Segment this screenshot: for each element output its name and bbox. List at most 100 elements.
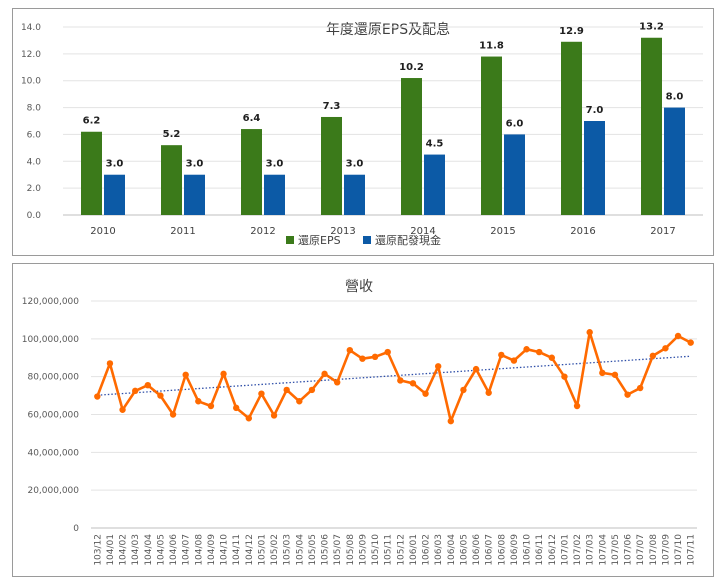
revenue-series-line xyxy=(96,330,692,423)
bar-cash-dividend xyxy=(184,174,205,215)
x-tick-label: 106/04 xyxy=(447,534,457,566)
bar-eps xyxy=(81,131,102,215)
legend-label-cash-dividend: 還原配發現金 xyxy=(375,233,441,247)
revenue-data-point xyxy=(371,353,379,361)
eps-dividend-chart-panel: 年度還原EPS及配息 0.0 2.0 4.0 6.0 8.0 10.0 12.0 14.0 6… xyxy=(12,8,714,256)
y-tick-label: 14.0 xyxy=(21,23,41,33)
revenue-data-point xyxy=(687,339,694,346)
x-tick-label: 106/09 xyxy=(510,534,520,566)
bar-eps xyxy=(321,116,342,215)
bar-eps xyxy=(561,41,582,216)
revenue-data-point xyxy=(649,352,657,360)
x-tick-label: 107/11 xyxy=(687,534,697,566)
revenue-data-point xyxy=(321,370,328,378)
x-tick-label: 106/10 xyxy=(523,534,533,566)
x-tick-label: 103/12 xyxy=(93,534,103,566)
y-tick-label: 120,000,000 xyxy=(22,297,80,307)
x-category-label: 2013 xyxy=(330,226,355,237)
x-tick-label: 105/12 xyxy=(396,534,406,566)
revenue-data-point xyxy=(409,380,417,387)
bar-value-label: 12.9 xyxy=(559,26,584,37)
x-tick-label: 106/11 xyxy=(535,534,545,566)
x-tick-label: 104/07 xyxy=(182,534,192,566)
bar-cash-dividend xyxy=(344,174,365,215)
revenue-data-point xyxy=(182,371,189,378)
x-tick-label: 105/02 xyxy=(270,534,280,566)
x-category-label: 2015 xyxy=(490,226,515,237)
revenue-data-point xyxy=(258,390,265,397)
bar-eps xyxy=(641,37,662,215)
y-tick-label: 40,000,000 xyxy=(27,448,79,458)
revenue-data-point xyxy=(674,332,682,340)
eps-chart-legend: 還原EPS 還原配發現金 xyxy=(286,233,441,247)
bar-value-label: 4.5 xyxy=(426,139,444,150)
x-tick-label: 104/01 xyxy=(106,534,116,566)
x-tick-label: 106/05 xyxy=(459,534,469,566)
y-tick-label: 12.0 xyxy=(21,50,41,60)
revenue-data-point xyxy=(157,392,164,399)
x-tick-label: 107/05 xyxy=(611,534,621,566)
revenue-data-point xyxy=(510,357,518,364)
bar-value-label: 5.2 xyxy=(163,129,181,140)
x-tick-label: 106/03 xyxy=(434,534,444,566)
revenue-data-point xyxy=(283,386,290,394)
eps-dividend-chart: 年度還原EPS及配息 0.0 2.0 4.0 6.0 8.0 10.0 12.0 14.0 6… xyxy=(21,21,703,247)
bar-value-label: 3.0 xyxy=(266,159,284,170)
x-tick-label: 107/07 xyxy=(636,534,646,566)
x-tick-label: 106/07 xyxy=(485,534,495,566)
revenue-data-point xyxy=(94,393,101,400)
x-tick-label: 106/02 xyxy=(422,534,432,566)
revenue-data-point xyxy=(346,346,354,354)
revenue-data-point xyxy=(535,348,543,356)
x-tick-label: 104/05 xyxy=(156,534,166,566)
bar-value-label: 6.4 xyxy=(243,113,261,124)
x-tick-label: 104/02 xyxy=(119,534,129,566)
revenue-data-point xyxy=(548,354,556,361)
y-tick-label: 0 xyxy=(73,524,79,534)
x-tick-label: 107/10 xyxy=(674,534,684,566)
x-tick-label: 106/01 xyxy=(409,534,419,566)
x-category-label: 2017 xyxy=(650,226,675,237)
bar-eps xyxy=(481,56,502,215)
revenue-data-point xyxy=(460,386,467,394)
revenue-chart: 營收 0 20,000,000 40,000,000 60,000,000 80,000… xyxy=(22,279,697,566)
revenue-chart-title: 營收 xyxy=(345,279,373,295)
revenue-data-point xyxy=(144,381,152,389)
bar-cash-dividend xyxy=(424,154,445,215)
bar-value-label: 7.0 xyxy=(586,105,604,116)
revenue-data-point xyxy=(636,384,644,392)
bar-cash-dividend xyxy=(104,174,125,215)
revenue-data-point xyxy=(599,369,606,377)
bar-value-label: 6.0 xyxy=(506,118,524,129)
x-tick-label: 105/05 xyxy=(308,534,318,566)
x-tick-label: 105/07 xyxy=(333,534,343,566)
x-category-label: 2016 xyxy=(570,226,595,237)
revenue-data-point xyxy=(169,411,177,418)
revenue-data-point xyxy=(485,389,492,396)
revenue-data-point xyxy=(498,351,505,359)
y-tick-label: 10.0 xyxy=(21,77,41,87)
x-tick-label: 104/12 xyxy=(245,534,255,566)
x-tick-label: 105/03 xyxy=(283,534,293,566)
revenue-data-point xyxy=(434,363,442,370)
y-tick-label: 20,000,000 xyxy=(27,486,79,496)
bar-value-label: 10.2 xyxy=(399,62,424,73)
revenue-data-point xyxy=(232,404,240,412)
y-tick-label: 100,000,000 xyxy=(22,335,80,345)
y-tick-label: 8.0 xyxy=(27,104,42,114)
bar-eps xyxy=(161,145,182,215)
revenue-data-point xyxy=(523,346,530,353)
legend-swatch-eps xyxy=(286,236,294,244)
revenue-data-point xyxy=(131,387,139,395)
x-tick-label: 105/10 xyxy=(371,534,381,566)
x-tick-label: 104/11 xyxy=(232,534,242,566)
revenue-data-point xyxy=(119,406,126,413)
revenue-data-point xyxy=(245,415,253,422)
revenue-data-point xyxy=(220,370,227,378)
x-tick-label: 107/02 xyxy=(573,534,583,566)
x-tick-label: 107/04 xyxy=(598,534,608,566)
x-tick-label: 104/09 xyxy=(207,534,217,566)
x-tick-label: 104/04 xyxy=(144,534,154,566)
revenue-chart-panel: 營收 0 20,000,000 40,000,000 60,000,000 80,000… xyxy=(12,263,714,577)
bar-cash-dividend xyxy=(664,107,685,215)
